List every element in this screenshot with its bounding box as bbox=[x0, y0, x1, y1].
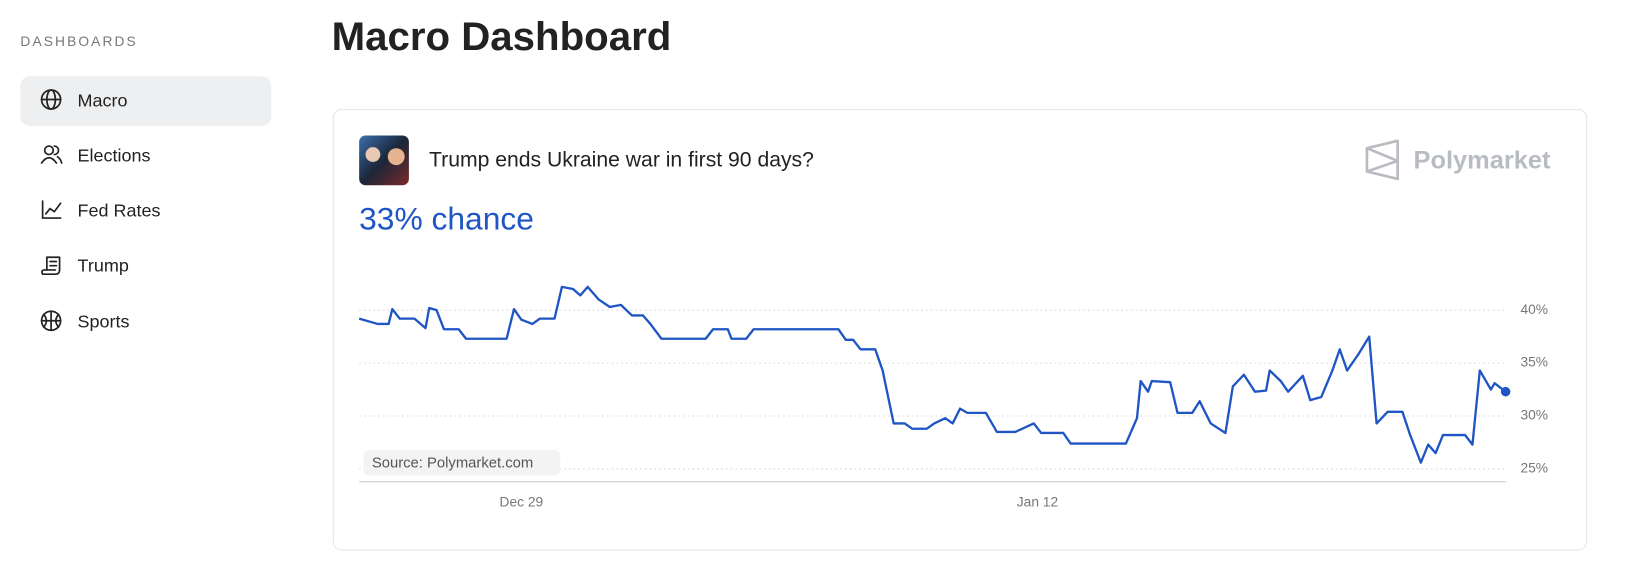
nav-label[interactable]: Trump bbox=[78, 256, 129, 276]
card bbox=[332, 109, 1588, 551]
x-tick-label: Dec 29 bbox=[500, 494, 544, 509]
chart-icon bbox=[41, 200, 62, 219]
active-item-bg bbox=[20, 76, 272, 126]
globe-icon bbox=[40, 89, 62, 110]
y-tick-label: 35% bbox=[1520, 355, 1548, 370]
market-title: Trump ends Ukraine war in first 90 days? bbox=[429, 149, 814, 172]
y-tick-label: 25% bbox=[1520, 461, 1548, 476]
sidebar-heading: DASHBOARDS bbox=[20, 34, 137, 49]
scroll-icon bbox=[41, 256, 61, 276]
nav-item[interactable]: Elections bbox=[40, 145, 151, 165]
y-tick-label: 40% bbox=[1520, 302, 1548, 317]
nav-label[interactable]: Fed Rates bbox=[78, 200, 161, 220]
nav-label[interactable]: Sports bbox=[78, 312, 130, 332]
sidebar: DASHBOARDS Macro Elections Fed Rates Tru… bbox=[20, 34, 272, 332]
brand-name: Polymarket bbox=[1414, 147, 1551, 175]
nav-label[interactable]: Elections bbox=[78, 145, 151, 165]
y-tick-label: 30% bbox=[1520, 408, 1548, 423]
series-line bbox=[358, 285, 1507, 464]
brand-logo bbox=[1365, 139, 1399, 181]
nav-item[interactable]: Trump bbox=[41, 256, 129, 276]
source-badge bbox=[363, 449, 561, 476]
last-point bbox=[1500, 386, 1511, 397]
market-image-detail bbox=[365, 147, 381, 162]
source-label: Source: Polymarket.com bbox=[372, 456, 533, 472]
market-image-detail bbox=[387, 148, 405, 166]
ball-icon bbox=[40, 310, 62, 332]
page-title: Macro Dashboard bbox=[332, 14, 672, 59]
headline: 33% chance bbox=[359, 201, 534, 237]
nav-item[interactable]: Sports bbox=[40, 310, 130, 332]
users-icon bbox=[40, 145, 63, 164]
x-tick-label: Jan 12 bbox=[1017, 494, 1058, 509]
nav-label[interactable]: Macro bbox=[78, 90, 128, 110]
nav-item[interactable]: Macro bbox=[40, 89, 128, 110]
nav-item[interactable]: Fed Rates bbox=[41, 200, 161, 220]
